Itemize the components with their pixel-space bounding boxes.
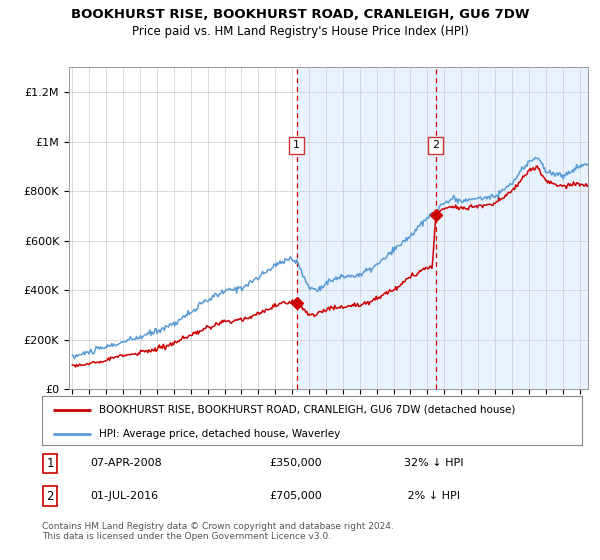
Text: 2: 2 <box>46 489 54 503</box>
Bar <box>297 67 588 389</box>
Text: 1: 1 <box>46 457 54 470</box>
Text: 01-JUL-2016: 01-JUL-2016 <box>91 491 159 501</box>
Text: 2: 2 <box>432 141 439 151</box>
Text: HPI: Average price, detached house, Waverley: HPI: Average price, detached house, Wave… <box>98 430 340 440</box>
Text: 07-APR-2008: 07-APR-2008 <box>91 458 163 468</box>
Text: 32% ↓ HPI: 32% ↓ HPI <box>404 458 463 468</box>
Text: BOOKHURST RISE, BOOKHURST ROAD, CRANLEIGH, GU6 7DW: BOOKHURST RISE, BOOKHURST ROAD, CRANLEIG… <box>71 8 529 21</box>
Text: 1: 1 <box>293 141 300 151</box>
Text: Price paid vs. HM Land Registry's House Price Index (HPI): Price paid vs. HM Land Registry's House … <box>131 25 469 38</box>
Text: BOOKHURST RISE, BOOKHURST ROAD, CRANLEIGH, GU6 7DW (detached house): BOOKHURST RISE, BOOKHURST ROAD, CRANLEIG… <box>98 405 515 415</box>
Text: Contains HM Land Registry data © Crown copyright and database right 2024.
This d: Contains HM Land Registry data © Crown c… <box>42 522 394 542</box>
Text: £350,000: £350,000 <box>269 458 322 468</box>
Text: 2% ↓ HPI: 2% ↓ HPI <box>404 491 460 501</box>
Text: £705,000: £705,000 <box>269 491 322 501</box>
